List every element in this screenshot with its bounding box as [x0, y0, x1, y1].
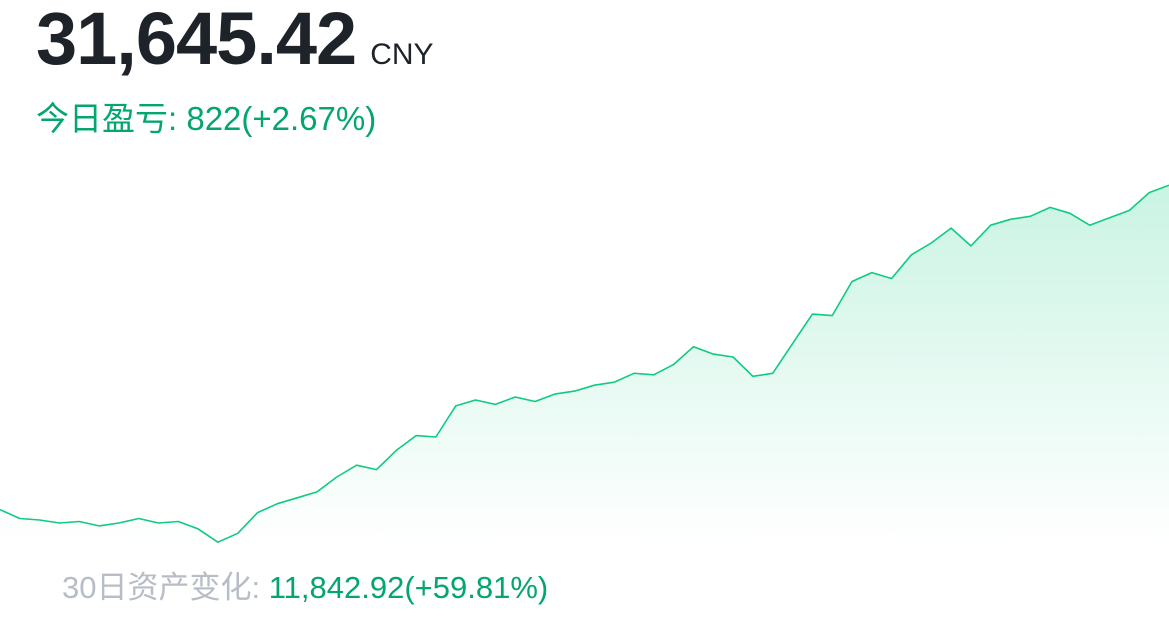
total-balance: 31,645.42 CNY [36, 0, 434, 80]
thirty-day-change-label: 30日资产变化: [62, 570, 269, 605]
balance-chart-svg [0, 184, 1169, 545]
chart-area-fill [0, 185, 1169, 545]
balance-chart[interactable] [0, 160, 1169, 560]
chart-series-line [0, 184, 1169, 543]
thirty-day-change-value: 11,842.92(+59.81%) [268, 570, 549, 605]
balance-currency: CNY [370, 38, 434, 71]
thirty-day-change: 30日资产变化: 11,842.92(+59.81%) [62, 568, 548, 608]
today-pnl: 今日盈亏: 822(+2.67%) [36, 100, 377, 137]
balance-value: 31,645.42 [36, 0, 357, 80]
